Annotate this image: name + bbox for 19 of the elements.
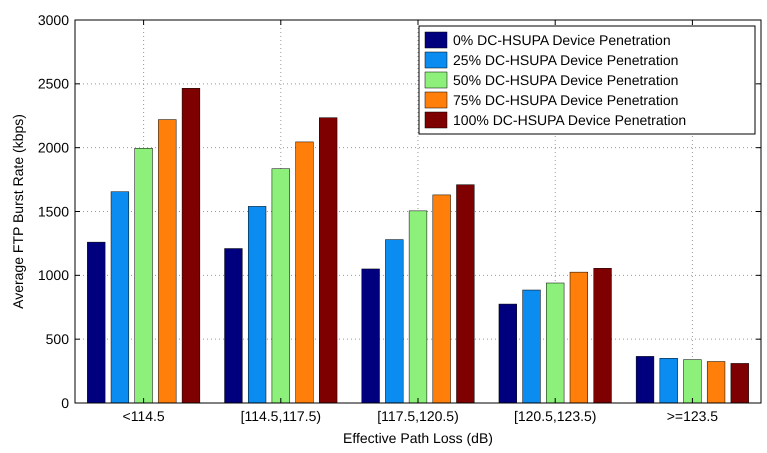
x-tick-label: >=123.5 <box>666 408 718 424</box>
y-tick-label: 1000 <box>38 267 70 284</box>
y-tick-label: 500 <box>46 331 70 348</box>
y-tick-label: 2000 <box>38 140 70 156</box>
y-tick-label: 2500 <box>38 76 70 92</box>
y-tick-label: 3000 <box>38 12 70 28</box>
x-tick-label: [117.5,120.5) <box>377 408 459 424</box>
legend-label: 100% DC-HSUPA Device Penetration <box>453 112 686 128</box>
x-axis-title: Effective Path Loss (dB) <box>343 430 493 446</box>
x-tick-label: <114.5 <box>122 408 165 424</box>
legend-label: 75% DC-HSUPA Device Penetration <box>453 92 678 108</box>
x-tick-label: [120.5,123.5) <box>514 408 596 424</box>
y-tick-label: 1500 <box>38 203 70 220</box>
legend-label: 50% DC-HSUPA Device Penetration <box>453 72 678 88</box>
legend-label: 25% DC-HSUPA Device Penetration <box>453 52 678 68</box>
y-tick-label: 0 <box>61 394 70 411</box>
legend-label: 0% DC-HSUPA Device Penetration <box>453 32 671 48</box>
x-tick-label: [114.5,117.5) <box>240 408 322 424</box>
y-axis-title: Average FTP Burst Rate (kbps) <box>10 114 26 309</box>
